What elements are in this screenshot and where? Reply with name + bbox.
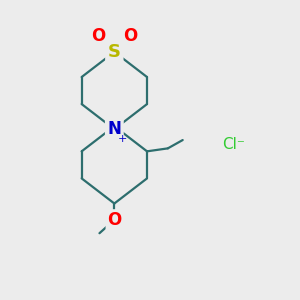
Text: +: + [118, 134, 127, 144]
Text: S: S [108, 43, 121, 61]
Text: N: N [107, 120, 121, 138]
Text: O: O [107, 211, 122, 229]
Text: O: O [124, 28, 138, 46]
Text: Cl⁻: Cl⁻ [222, 136, 245, 152]
Text: O: O [91, 28, 105, 46]
